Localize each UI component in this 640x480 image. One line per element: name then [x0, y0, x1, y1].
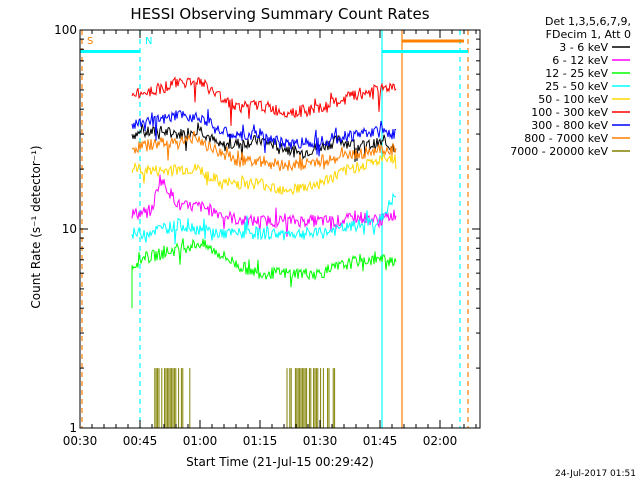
x-tick-label-5: 01:45	[363, 434, 398, 448]
x-tick-label-1: 00:45	[123, 434, 158, 448]
legend-label-800-7000-kev: 800 - 7000 keV	[524, 132, 608, 145]
x-axis-label: Start Time (21-Jul-15 00:29:42)	[186, 455, 374, 469]
legend-label-25-50-kev: 25 - 50 keV	[545, 80, 608, 93]
x-tick-label-2: 01:00	[183, 434, 218, 448]
legend-header-1: Det 1,3,5,6,7,9,	[545, 15, 631, 28]
marker-n: N	[145, 36, 152, 47]
y-tick-label-0: 1	[69, 421, 77, 435]
series-50-100-kev	[131, 153, 397, 196]
marker-s: S	[87, 36, 93, 47]
y-axis-label: Count Rate (s⁻¹ detector⁻¹)	[29, 145, 43, 308]
x-tick-label-0: 00:30	[63, 434, 98, 448]
axes: 00:30 00:45 01:00 01:15 01:30 01:45 02:00 1 10 10…	[54, 23, 480, 448]
x-tick-label-4: 01:30	[303, 434, 338, 448]
legend-label-7000-20000-kev: 7000 - 20000 keV	[510, 145, 608, 158]
series-12-25-kev	[131, 238, 397, 288]
series-800-7000-kev	[131, 130, 397, 172]
series-100-300-kev	[131, 76, 397, 126]
x-tick-label-6: 02:00	[423, 434, 458, 448]
series-300-800-kev	[131, 109, 397, 157]
legend-label-3-6-kev: 3 - 6 keV	[559, 41, 608, 54]
legend-label-300-800-kev: 300 - 800 keV	[531, 119, 608, 132]
y-tick-label-1: 10	[62, 222, 77, 236]
legend-label-50-100-kev: 50 - 100 keV	[538, 93, 608, 106]
series-6-12-kev	[131, 174, 397, 237]
series-7000-20000-kev	[154, 368, 336, 428]
legend-label-12-25-kev: 12 - 25 keV	[545, 67, 608, 80]
timestamp: 24-Jul-2017 01:51	[555, 469, 636, 479]
y-tick-label-2: 100	[54, 23, 77, 37]
legend-label-100-300-kev: 100 - 300 keV	[531, 106, 608, 119]
series-25-50-kev	[131, 192, 397, 245]
x-tick-label-3: 01:15	[243, 434, 278, 448]
chart-title: HESSI Observing Summary Count Rates	[130, 5, 429, 23]
legend-header-2: FDecim 1, Att 0	[546, 28, 631, 41]
legend-label-6-12-kev: 6 - 12 keV	[552, 54, 608, 67]
